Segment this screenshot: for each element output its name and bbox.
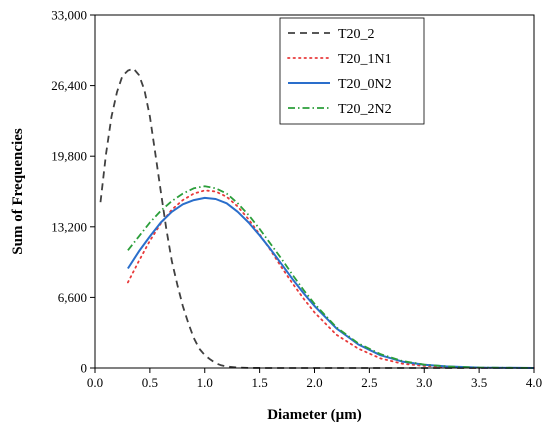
y-tick-label: 19,800 — [51, 149, 87, 164]
x-tick-label: 1.0 — [197, 375, 213, 390]
legend-label: T20_2N2 — [338, 102, 392, 117]
y-tick-label: 26,400 — [51, 78, 87, 93]
x-tick-label: 2.5 — [361, 375, 377, 390]
series-layer — [99, 67, 535, 369]
legend-label: T20_1N1 — [338, 52, 392, 67]
x-tick-label: 1.5 — [252, 375, 268, 390]
series-line-t20-1n1 — [127, 189, 535, 369]
x-axis-title: Diameter (µm) — [267, 407, 362, 423]
y-tick-label: 6,600 — [58, 290, 87, 305]
x-tick-label: 2.0 — [306, 375, 322, 390]
y-axis-title: Sum of Frequencies — [10, 128, 26, 255]
x-tick-label: 4.0 — [526, 375, 542, 390]
legend: T20_2 T20_1N1 T20_0N2 T20_2N2 — [279, 17, 425, 125]
legend-box — [279, 17, 425, 125]
series-line-t20-0n2 — [127, 196, 535, 369]
x-tick-label: 3.0 — [416, 375, 432, 390]
axes-layer: 0.0 0.5 1.0 1.5 2.0 2.5 3.0 3.5 4.0 0 6,600 13,200 1… — [51, 8, 542, 391]
legend-label: T20_0N2 — [338, 77, 392, 92]
y-tick-label: 33,000 — [51, 8, 87, 23]
y-tick-label: 0 — [81, 361, 88, 376]
y-tick-label: 13,200 — [51, 219, 87, 234]
x-tick-label: 3.5 — [471, 375, 487, 390]
legend-label: T20_2 — [338, 27, 375, 42]
x-tick-label: 0.5 — [142, 375, 158, 390]
x-tick-label: 0.0 — [87, 375, 103, 390]
series-line-t20-2 — [99, 67, 534, 369]
series-line-t20-2n2 — [127, 185, 535, 369]
